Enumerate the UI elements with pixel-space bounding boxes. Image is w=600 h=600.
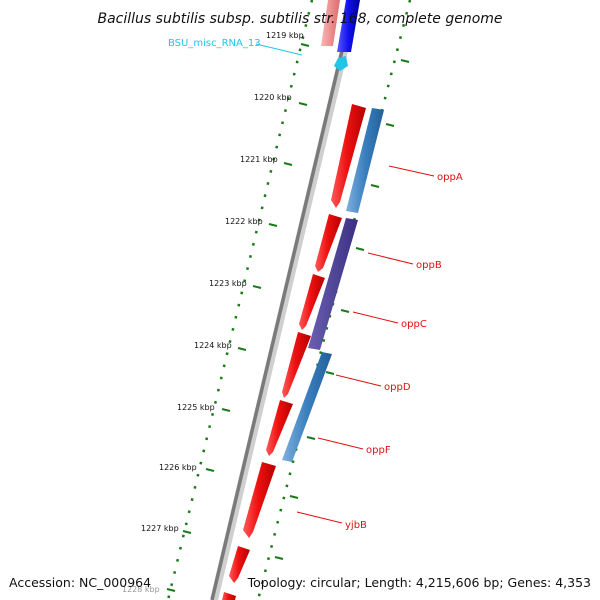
gene-arrow-lower[interactable]	[229, 546, 250, 583]
gene-arrow-yjbB[interactable]	[243, 462, 276, 538]
outer-tick	[289, 495, 299, 499]
outer-tick	[355, 247, 365, 251]
gene-label-oppD[interactable]: oppD	[384, 382, 411, 393]
ruler-tick-1226	[205, 468, 215, 472]
outer-tick	[385, 123, 395, 127]
gene-arrow-oppA[interactable]	[331, 104, 366, 208]
ruler-label-1225: 1225 kbp	[177, 403, 215, 412]
genome-backbone-shadow	[210, 0, 360, 600]
ruler-tick-1223	[252, 285, 262, 289]
ruler-tick-1220	[298, 102, 308, 106]
outer-tick	[340, 309, 350, 313]
ruler-label-1223: 1223 kbp	[209, 279, 247, 288]
outer-tick	[370, 184, 380, 188]
leader-line-yjbB	[296, 511, 343, 524]
topology-text: Topology: circular; Length: 4,215,606 bp…	[247, 575, 591, 590]
ruler-tick-1225	[221, 408, 231, 412]
leader-line-misc-rna	[255, 43, 303, 56]
ruler-label-1226: 1226 kbp	[159, 463, 197, 472]
gene-arrow-oppC[interactable]	[299, 274, 325, 330]
gene-arrow-pink[interactable]	[321, 0, 340, 46]
ruler-tick-1219	[300, 43, 310, 47]
gene-arrow-blue[interactable]	[337, 0, 360, 52]
ruler-tick-1222	[268, 223, 278, 227]
gene-arrow-bottom[interactable]	[222, 592, 236, 600]
ruler: 1219 kbp 1220 kbp 1221 kbp 1222 kbp 1223…	[122, 31, 410, 594]
ruler-label-1221: 1221 kbp	[240, 155, 278, 164]
accession-text: Accession: NC_000964	[9, 575, 151, 590]
gene-track	[222, 0, 366, 600]
gene-labels: BSU_misc_RNA_13 oppA oppB oppC oppD oppF…	[168, 38, 463, 531]
ruler-tick-1228	[166, 588, 176, 592]
leader-line-oppB	[367, 252, 414, 265]
genome-title: Bacillus subtilis subsp. subtilis str. 1…	[97, 11, 502, 27]
gene-arrow-oppD[interactable]	[282, 332, 311, 398]
inner-dotted-ring	[166, 0, 314, 600]
outer-tick	[400, 59, 410, 63]
gene-arrow-misc-rna[interactable]	[334, 56, 348, 71]
leader-line-oppA	[388, 165, 435, 177]
outer-tick	[274, 556, 284, 560]
ruler-tick-1224	[237, 347, 247, 351]
leader-line-oppD	[335, 374, 382, 387]
ruler-label-1219: 1219 kbp	[266, 31, 304, 40]
ruler-label-1222: 1222 kbp	[225, 217, 263, 226]
genome-backbone	[210, 0, 356, 600]
operon-segment-opp-mid	[308, 218, 358, 350]
leader-line-oppC	[352, 311, 399, 324]
ruler-label-1227: 1227 kbp	[141, 524, 179, 533]
gene-label-misc-rna[interactable]: BSU_misc_RNA_13	[168, 38, 261, 49]
gene-label-oppA[interactable]: oppA	[437, 172, 463, 183]
gene-label-oppF[interactable]: oppF	[366, 445, 391, 456]
ruler-label-1220: 1220 kbp	[254, 93, 292, 102]
gene-label-oppB[interactable]: oppB	[416, 260, 442, 271]
ruler-tick-1221	[283, 162, 293, 166]
leader-line-oppF	[317, 437, 364, 450]
ruler-label-1224: 1224 kbp	[194, 341, 232, 350]
gene-label-oppC[interactable]: oppC	[401, 319, 427, 330]
outer-tick	[325, 371, 335, 375]
outer-tick	[306, 436, 316, 440]
ruler-tick-1227	[182, 530, 192, 534]
operon-segment-opp-low	[282, 352, 332, 462]
operon-track	[282, 108, 384, 462]
gene-arrow-oppF[interactable]	[266, 400, 293, 456]
operon-segment-opp-top	[346, 108, 384, 213]
gene-arrow-oppB[interactable]	[315, 214, 342, 272]
gene-label-yjbB[interactable]: yjbB	[345, 520, 367, 531]
ruler-label-1228: 1228 kbp	[122, 585, 160, 594]
